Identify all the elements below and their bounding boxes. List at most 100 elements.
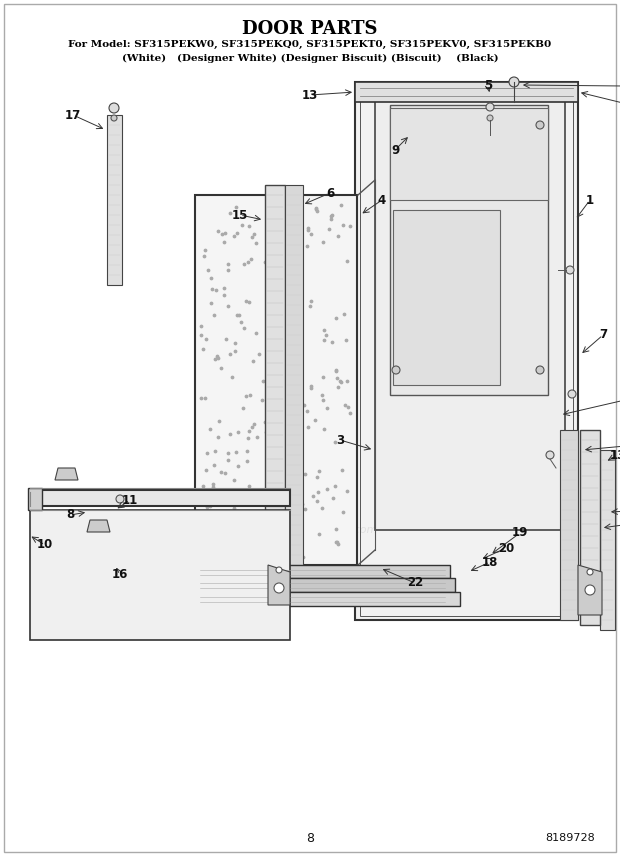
Point — [234, 308, 244, 322]
Point — [288, 539, 298, 553]
Point — [339, 218, 348, 232]
Point — [317, 501, 327, 514]
Text: 15: 15 — [232, 209, 248, 222]
Point — [310, 413, 320, 427]
Point — [223, 299, 233, 312]
Point — [319, 323, 329, 336]
Point — [200, 244, 210, 258]
Point — [229, 229, 239, 243]
Point — [221, 528, 231, 542]
Point — [244, 255, 254, 269]
Polygon shape — [355, 82, 578, 620]
Point — [296, 460, 306, 473]
Point — [217, 227, 227, 241]
Circle shape — [111, 115, 117, 121]
Point — [216, 465, 226, 479]
Text: 6: 6 — [326, 187, 334, 199]
Point — [202, 463, 211, 477]
Point — [202, 500, 212, 514]
Point — [273, 327, 283, 341]
Text: 13: 13 — [302, 88, 318, 102]
Point — [231, 445, 241, 459]
Point — [319, 422, 329, 436]
Point — [216, 360, 226, 374]
Circle shape — [587, 569, 593, 575]
Point — [233, 425, 243, 438]
Point — [228, 371, 237, 384]
Point — [264, 199, 274, 212]
Point — [340, 398, 350, 412]
Point — [232, 308, 242, 322]
Point — [237, 218, 247, 232]
Polygon shape — [87, 520, 110, 532]
Point — [248, 354, 258, 368]
Point — [335, 374, 345, 388]
Point — [205, 423, 215, 437]
Point — [201, 332, 211, 346]
Point — [244, 479, 254, 493]
Point — [270, 358, 280, 372]
Point — [241, 294, 251, 308]
Point — [318, 370, 328, 383]
Point — [213, 224, 223, 238]
Point — [241, 389, 250, 403]
Point — [342, 374, 352, 388]
Point — [314, 527, 324, 541]
Text: 11: 11 — [122, 494, 138, 507]
Point — [299, 398, 309, 412]
Point — [275, 519, 285, 532]
Point — [300, 467, 310, 481]
Point — [329, 490, 339, 504]
Point — [254, 514, 264, 527]
Point — [205, 500, 215, 514]
Point — [311, 202, 321, 216]
Point — [237, 401, 247, 415]
Point — [223, 257, 233, 270]
Point — [294, 448, 304, 461]
Polygon shape — [580, 430, 600, 625]
Point — [332, 535, 342, 549]
Polygon shape — [195, 578, 455, 592]
Text: 1: 1 — [586, 193, 594, 206]
Text: 5: 5 — [484, 79, 492, 92]
Polygon shape — [355, 82, 578, 102]
Point — [292, 309, 302, 323]
Point — [259, 374, 268, 388]
Circle shape — [274, 583, 284, 593]
Point — [242, 444, 252, 458]
Text: eReplacementParts.com: eReplacementParts.com — [242, 525, 378, 535]
Point — [206, 270, 216, 284]
Polygon shape — [600, 450, 615, 630]
Point — [209, 308, 219, 322]
Point — [238, 532, 248, 546]
Point — [343, 401, 353, 414]
Point — [322, 483, 332, 496]
Point — [311, 201, 321, 215]
Circle shape — [116, 495, 124, 503]
Point — [243, 431, 253, 444]
Point — [297, 497, 307, 511]
Polygon shape — [375, 95, 565, 530]
Point — [200, 391, 210, 405]
Point — [203, 264, 213, 277]
Point — [337, 463, 347, 477]
Point — [345, 406, 355, 419]
Point — [291, 210, 301, 223]
Polygon shape — [30, 490, 290, 506]
Point — [288, 299, 298, 312]
Point — [342, 484, 352, 498]
Point — [331, 364, 341, 377]
Point — [202, 446, 212, 460]
Polygon shape — [285, 185, 303, 565]
Point — [302, 404, 312, 418]
Point — [306, 381, 316, 395]
Point — [244, 219, 254, 233]
Point — [303, 223, 313, 237]
Point — [303, 222, 313, 235]
Point — [254, 348, 264, 361]
Point — [196, 328, 206, 342]
Point — [208, 480, 218, 494]
Text: 18: 18 — [482, 556, 498, 568]
Point — [330, 364, 340, 377]
Polygon shape — [560, 430, 578, 620]
